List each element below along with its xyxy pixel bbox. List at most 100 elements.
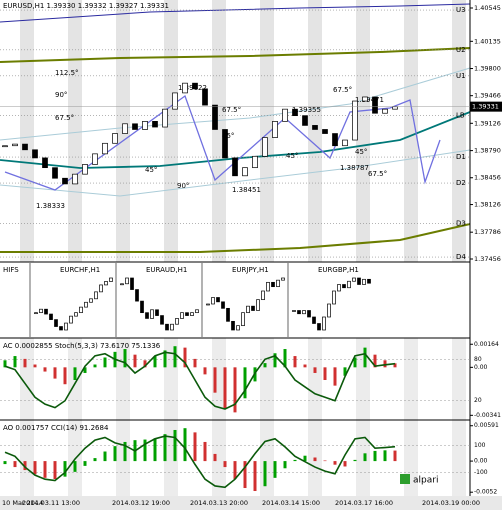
candle — [49, 313, 53, 320]
y-tick-label: 1.38456 — [474, 174, 501, 182]
histogram-bar — [223, 367, 227, 409]
candle — [69, 315, 73, 324]
histogram-bar — [183, 347, 187, 368]
candle — [165, 323, 169, 331]
y-tick-label: 0.00591 — [474, 422, 499, 429]
y-tick-label: 1.37456 — [474, 255, 501, 263]
histogram-bar — [333, 461, 337, 465]
annotation: 45° — [222, 132, 234, 140]
histogram-bar — [263, 461, 267, 487]
candle — [145, 312, 149, 319]
candle — [212, 104, 218, 130]
candle — [84, 301, 88, 308]
candle — [135, 289, 139, 302]
level-label: U3 — [456, 6, 466, 14]
histogram-bar — [303, 364, 307, 368]
histogram-bar — [383, 360, 387, 368]
candle — [362, 278, 366, 285]
candle — [312, 316, 316, 324]
histogram-bar — [173, 346, 177, 368]
level-label: U2 — [456, 46, 466, 54]
candle — [130, 277, 134, 290]
candle — [172, 92, 178, 110]
stripe — [212, 0, 226, 262]
candle — [211, 297, 215, 305]
y-tick-label: 1.40135 — [474, 37, 501, 45]
candle — [256, 299, 260, 311]
candle — [155, 309, 159, 316]
level-label: LB — [456, 112, 465, 120]
histogram-bar — [333, 367, 337, 386]
annotation: 112.5° — [55, 69, 79, 77]
annotation: 1.38333 — [36, 202, 65, 210]
histogram-bar — [153, 438, 157, 462]
mini-title: EURCHF,H1 — [60, 266, 100, 274]
histogram-bar — [313, 367, 317, 373]
candle — [160, 315, 164, 325]
candle — [206, 303, 210, 306]
y2-tick-label: -100 — [474, 469, 488, 476]
wave-lines — [4, 94, 441, 191]
y2-tick-label: 80 — [474, 356, 482, 363]
candle — [292, 310, 296, 312]
candle — [297, 310, 301, 315]
candle — [282, 108, 288, 122]
histogram-bar — [323, 367, 327, 380]
histogram-bar — [203, 367, 207, 375]
annotation: 67.5° — [222, 106, 241, 114]
histogram-bar — [23, 461, 27, 471]
histogram-bar — [73, 461, 77, 472]
level-label: D4 — [456, 253, 466, 261]
stripe — [68, 338, 82, 496]
chart-title: EURUSD,H1 1.39330 1.39332 1.39327 1.3933… — [3, 2, 169, 10]
histogram-bar — [383, 450, 387, 462]
candle — [281, 277, 285, 281]
annotation: 45° — [145, 166, 157, 174]
histogram-bar — [23, 358, 27, 368]
band-top — [0, 3, 471, 23]
candle — [232, 157, 238, 177]
osc-line — [4, 351, 396, 410]
histogram-bar — [63, 461, 67, 477]
stripe — [404, 0, 418, 262]
candle — [190, 312, 194, 316]
histogram-bar — [93, 364, 97, 368]
histogram-bar — [273, 461, 277, 478]
candle — [99, 284, 103, 293]
candle — [59, 326, 63, 331]
stripe — [452, 338, 466, 496]
time-label: 10 Mar 2014 — [2, 499, 43, 507]
panel-title: AC 0.0002855 Stoch(5,3,3) 73.6170 75.133… — [3, 342, 161, 350]
candle — [337, 284, 341, 292]
candle — [62, 177, 68, 185]
session-stripes — [20, 0, 466, 496]
band-d3 — [0, 223, 471, 253]
stripe — [356, 0, 370, 262]
histogram-bar — [43, 461, 47, 478]
annotation: 45° — [286, 152, 298, 160]
candle — [317, 323, 321, 331]
histogram-bar — [393, 363, 397, 368]
histogram-bar — [343, 367, 347, 376]
histogram-bar — [343, 461, 347, 467]
annotation: 1.39355 — [292, 106, 321, 114]
y-tick-label: 0.00164 — [474, 341, 499, 348]
candle — [276, 279, 280, 288]
histogram-bar — [123, 441, 127, 462]
candle — [12, 143, 18, 147]
current-price-label: 1.39331 — [472, 103, 499, 111]
candle — [109, 277, 113, 282]
histogram-bar — [113, 446, 117, 462]
candle — [89, 298, 93, 303]
stripe — [308, 0, 322, 262]
candle — [120, 283, 124, 286]
histogram-bar — [3, 360, 7, 368]
candle — [142, 121, 148, 130]
candle — [262, 137, 268, 157]
candle — [192, 82, 198, 90]
candle — [362, 96, 368, 102]
level-label: D3 — [456, 220, 466, 228]
histogram-bar — [203, 441, 207, 462]
histogram-bar — [243, 367, 247, 399]
histogram-bar — [173, 429, 177, 462]
